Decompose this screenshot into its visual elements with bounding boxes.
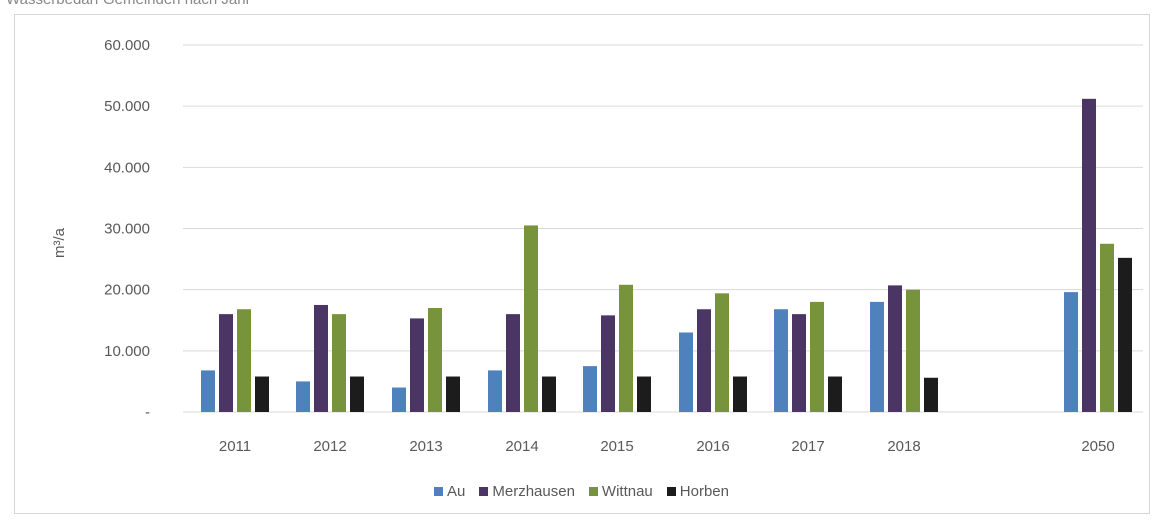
- bar-wittnau-2015: [619, 284, 633, 412]
- top-caption: Wasserbedarf Gemeinden nach Jahr: [6, 0, 251, 8]
- bar-horben-2014: [542, 376, 556, 412]
- bar-horben-2016: [733, 376, 747, 412]
- bar-wittnau-2017: [810, 301, 824, 412]
- x-tick-label: 2050: [1081, 438, 1114, 455]
- bar-merzhausen-2013: [410, 318, 424, 412]
- legend-item-horben: Horben: [666, 483, 729, 500]
- bar-au-2013: [392, 387, 406, 412]
- x-tick-label: 2014: [505, 438, 538, 455]
- bar-wittnau-2050: [1100, 243, 1114, 412]
- x-tick-label: 2012: [313, 438, 346, 455]
- bar-horben-2015: [637, 376, 651, 412]
- bar-wittnau-2014: [524, 225, 538, 412]
- bar-horben-2011: [255, 376, 269, 412]
- bar-au-2014: [488, 370, 502, 412]
- bar-au-2011: [201, 370, 215, 412]
- bar-merzhausen-2017: [792, 314, 806, 412]
- bar-au-2016: [679, 332, 693, 412]
- y-tick-label: 50.000: [104, 98, 150, 115]
- x-tick-label: 2018: [887, 438, 920, 455]
- bar-wittnau-2011: [237, 309, 251, 412]
- bar-merzhausen-2014: [506, 314, 520, 412]
- legend-item-wittnau: Wittnau: [588, 483, 653, 500]
- bar-au-2012: [296, 381, 310, 412]
- bar-horben-2012: [350, 376, 364, 412]
- y-axis-label: m³/a: [51, 227, 68, 258]
- bar-merzhausen-2011: [219, 314, 233, 412]
- legend-swatch: [434, 487, 444, 496]
- legend-label: Au: [447, 483, 466, 500]
- y-tick-label: 60.000: [104, 37, 150, 54]
- bar-horben-2013: [446, 376, 460, 412]
- legend-item-au: Au: [434, 483, 465, 500]
- legend-swatch: [479, 487, 489, 496]
- bar-au-2015: [583, 366, 597, 412]
- y-tick-label: 10.000: [104, 343, 150, 360]
- bar-au-2018: [870, 301, 884, 412]
- top-caption-strip: Wasserbedarf Gemeinden nach Jahr: [0, 0, 1163, 14]
- bar-merzhausen-2050: [1082, 98, 1096, 413]
- y-tick-label: 20.000: [104, 282, 150, 299]
- bar-au-2017: [774, 309, 788, 412]
- x-tick-label: 2013: [409, 438, 442, 455]
- legend-label: Merzhausen: [492, 483, 575, 500]
- x-tick-label: 2011: [219, 438, 251, 455]
- bar-merzhausen-2015: [601, 315, 615, 412]
- y-tick-label: -: [145, 404, 150, 421]
- legend-item-merzhausen: Merzhausen: [479, 483, 575, 500]
- bar-wittnau-2018: [906, 289, 920, 412]
- bar-au-2050: [1064, 292, 1078, 412]
- legend-swatch: [666, 487, 676, 496]
- y-tick-label: 40.000: [104, 159, 150, 176]
- legend: Au Merzhausen Wittnau Horben: [0, 483, 1163, 500]
- legend-swatch: [588, 487, 598, 496]
- x-tick-label: 2017: [791, 438, 824, 455]
- gridlines: [183, 44, 1143, 413]
- bar-wittnau-2012: [332, 314, 346, 412]
- bar-horben-2017: [828, 376, 842, 412]
- x-axis-ticks: 2011 2012 2013 2014 2015 2016 2017 2018 2050: [219, 438, 1115, 455]
- x-tick-label: 2015: [600, 438, 633, 455]
- bar-merzhausen-2018: [888, 285, 902, 412]
- bar-horben-2050: [1118, 257, 1132, 412]
- bar-merzhausen-2016: [697, 309, 711, 412]
- chart-frame: [14, 14, 1150, 514]
- legend-label: Wittnau: [601, 483, 653, 500]
- bar-wittnau-2016: [715, 293, 729, 412]
- bar-horben-2018: [924, 377, 938, 412]
- y-axis-ticks: - 10.000 20.000 30.000 40.000 50.000 60.000: [104, 37, 150, 421]
- x-tick-label: 2016: [696, 438, 729, 455]
- bar-merzhausen-2012: [314, 304, 328, 412]
- bars: [201, 98, 1132, 413]
- legend-label: Horben: [679, 483, 729, 500]
- bar-wittnau-2013: [428, 308, 442, 412]
- y-tick-label: 30.000: [104, 221, 150, 238]
